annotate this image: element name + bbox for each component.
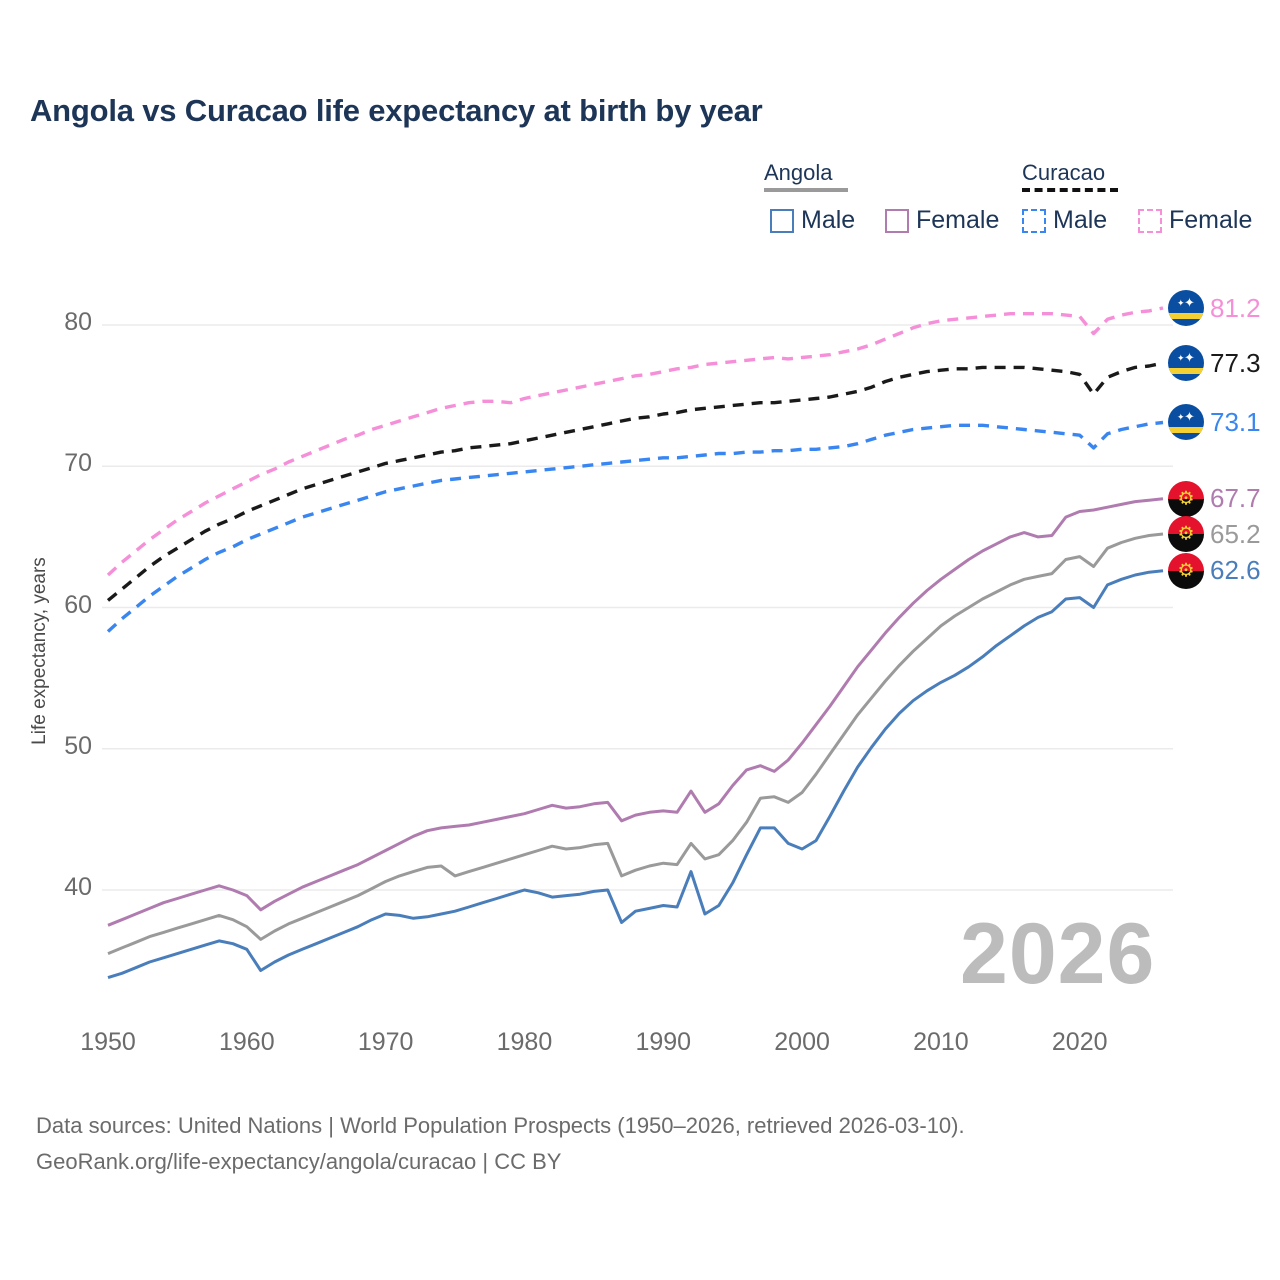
end-label-angola-male: ⚙ 62.6 [1168,552,1261,589]
end-label-curacao-female: ✦ ✦ 81.2 [1168,290,1261,327]
footer-sources: Data sources: United Nations | World Pop… [36,1108,965,1181]
x-tick-label: 1960 [219,1028,275,1056]
series-line-curacao-total [106,361,1164,602]
end-value-text: 77.3 [1210,347,1261,378]
y-tick-label: 50 [64,731,92,760]
end-value-text: 67.7 [1210,483,1261,514]
x-tick-label: 2020 [1051,1028,1108,1056]
legend-group-angola-label: Angola [764,160,833,185]
y-tick-label: 40 [64,873,92,901]
end-label-curacao-total: ✦ ✦ 77.3 [1168,345,1261,382]
curacao-flag-icon: ✦ ✦ [1168,404,1204,441]
end-value-text: 62.6 [1210,555,1261,586]
legend-item-curacao-male[interactable]: Male [1022,206,1107,235]
legend-group-angola-rule [764,188,848,192]
page-title: Angola vs Curacao life expectancy at bir… [30,93,763,128]
curacao-flag-icon: ✦ ✦ [1168,290,1204,327]
gridlines [102,324,1173,891]
series-line-angola-total [107,532,1164,955]
legend-swatch-curacao-male [1022,208,1046,233]
series-line-curacao-male [106,420,1164,633]
end-label-angola-total: ⚙ 65.2 [1168,516,1261,553]
end-value-text: 81.2 [1210,292,1261,323]
x-tick-label: 1990 [635,1028,692,1056]
x-tick-label: 2010 [913,1028,969,1056]
x-tick-label: 1980 [496,1028,553,1056]
legend-label-curacao-female: Female [1169,206,1253,234]
legend-label-angola-male: Male [801,206,856,234]
end-label-curacao-male: ✦ ✦ 73.1 [1168,404,1261,441]
footer-line-1: Data sources: United Nations | World Pop… [36,1113,965,1138]
legend-label-angola-female: Female [916,206,1000,234]
angola-flag-icon: ⚙ [1168,480,1204,517]
curacao-flag-icon: ✦ ✦ [1168,345,1204,382]
y-tick-label: 60 [64,590,92,619]
legend-swatch-angola-male [770,208,794,233]
legend-group-curacao-rule [1022,188,1118,192]
x-tick-label: 1950 [80,1028,136,1056]
end-value-text: 73.1 [1210,406,1261,437]
legend-item-curacao-female[interactable]: Female [1138,206,1252,235]
chart-legend: Angola Curacao Male Female Male Female [760,160,1260,240]
footer-line-2[interactable]: GeoRank.org/life-expectancy/angola/curac… [36,1149,562,1175]
legend-label-curacao-male: Male [1053,206,1108,234]
series-line-angola-male [107,569,1164,980]
y-tick-label: 80 [64,308,92,336]
legend-group-curacao-label: Curacao [1022,160,1106,185]
legend-swatch-curacao-female [1138,208,1162,233]
end-value-text: 65.2 [1210,518,1261,549]
legend-item-angola-female[interactable]: Female [885,206,999,235]
x-tick-label: 1970 [357,1028,414,1056]
series-line-curacao-female [106,306,1164,577]
y-tick-label: 70 [64,449,92,478]
y-axis-title: Life expectancy, years [29,557,50,745]
legend-item-angola-male[interactable]: Male [770,206,855,235]
series-line-angola-female [107,497,1164,927]
x-tick-label: 2000 [774,1028,830,1056]
legend-swatch-angola-female [885,208,909,233]
angola-flag-icon: ⚙ [1168,516,1204,553]
angola-flag-icon: ⚙ [1168,552,1204,589]
series-lines [106,306,1164,980]
end-label-angola-female: ⚙ 67.7 [1168,480,1261,517]
year-watermark: 2026 [960,906,1156,1002]
